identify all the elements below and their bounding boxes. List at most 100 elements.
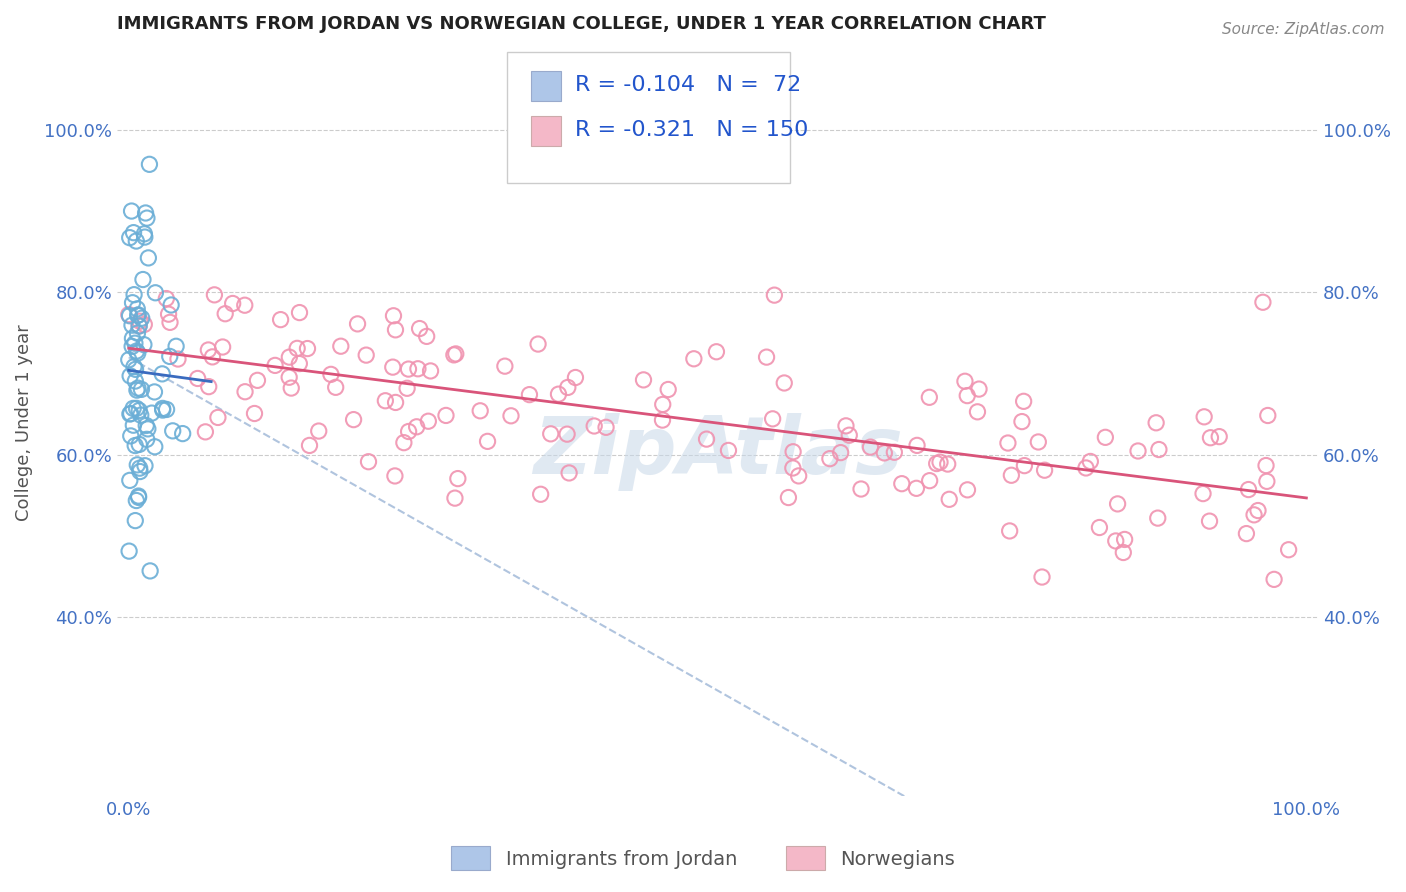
Point: [966, 405, 988, 419]
Point: [128, 403, 150, 417]
Point: [1237, 483, 1260, 497]
Point: [555, 427, 578, 442]
Point: [405, 419, 427, 434]
Point: [118, 352, 141, 367]
FancyBboxPatch shape: [531, 70, 561, 101]
Point: [121, 318, 143, 333]
Point: [657, 383, 679, 397]
Point: [527, 337, 550, 351]
Point: [782, 444, 804, 458]
Point: [595, 420, 617, 434]
Point: [342, 412, 364, 426]
Point: [717, 443, 740, 458]
Text: ZipAtlas: ZipAtlas: [533, 413, 903, 491]
Point: [138, 251, 160, 265]
Point: [1256, 475, 1278, 489]
Point: [849, 482, 872, 496]
Point: [124, 374, 146, 388]
Point: [202, 288, 225, 302]
Point: [773, 376, 796, 390]
Point: [967, 382, 990, 396]
Point: [150, 367, 173, 381]
Point: [1144, 416, 1167, 430]
Point: [288, 305, 311, 319]
Point: [778, 491, 800, 505]
Point: [128, 437, 150, 451]
Point: [197, 343, 219, 357]
Point: [134, 227, 156, 241]
Point: [953, 374, 976, 388]
Point: [1114, 533, 1136, 547]
Point: [125, 493, 148, 508]
Point: [998, 524, 1021, 538]
Point: [918, 474, 941, 488]
Point: [890, 476, 912, 491]
Point: [1243, 508, 1265, 522]
Point: [124, 514, 146, 528]
Point: [419, 364, 441, 378]
Point: [1000, 468, 1022, 483]
Point: [936, 457, 959, 471]
Point: [120, 429, 142, 443]
Point: [818, 451, 841, 466]
Point: [1199, 431, 1222, 445]
Point: [143, 384, 166, 399]
Point: [135, 418, 157, 433]
Point: [406, 361, 429, 376]
Point: [125, 234, 148, 248]
Point: [1112, 545, 1135, 559]
Point: [398, 425, 420, 439]
Point: [1012, 394, 1035, 409]
Point: [1033, 463, 1056, 477]
Point: [830, 445, 852, 459]
Point: [1107, 497, 1129, 511]
Point: [201, 350, 224, 364]
Text: R = -0.104   N =  72: R = -0.104 N = 72: [575, 75, 801, 95]
Point: [418, 414, 440, 428]
Point: [346, 317, 368, 331]
Point: [308, 424, 330, 438]
Point: [357, 455, 380, 469]
Point: [132, 337, 155, 351]
Point: [155, 292, 177, 306]
Point: [651, 397, 673, 411]
Point: [122, 418, 145, 433]
Point: [1026, 434, 1049, 449]
Point: [382, 309, 405, 323]
Point: [1208, 429, 1230, 443]
Point: [127, 381, 149, 395]
Point: [125, 401, 148, 416]
Point: [124, 438, 146, 452]
Point: [135, 206, 157, 220]
Point: [519, 387, 541, 401]
Point: [264, 359, 287, 373]
Point: [165, 339, 187, 353]
Point: [540, 426, 562, 441]
Point: [1278, 542, 1301, 557]
Point: [136, 422, 159, 436]
Point: [132, 272, 155, 286]
Point: [121, 339, 143, 353]
Point: [1192, 486, 1215, 500]
Point: [128, 314, 150, 328]
Point: [122, 401, 145, 416]
Point: [121, 204, 143, 219]
Point: [270, 312, 292, 326]
Point: [124, 336, 146, 351]
Point: [125, 383, 148, 397]
Point: [159, 315, 181, 329]
Point: [1126, 444, 1149, 458]
Point: [415, 329, 437, 343]
Point: [187, 371, 209, 385]
Point: [1088, 520, 1111, 534]
Point: [905, 481, 928, 495]
Point: [197, 379, 219, 393]
Point: [121, 331, 143, 345]
Point: [444, 347, 467, 361]
Point: [1074, 461, 1097, 475]
Point: [873, 446, 896, 460]
Point: [1147, 442, 1170, 457]
Point: [859, 440, 882, 454]
Point: [172, 426, 194, 441]
Point: [285, 342, 308, 356]
